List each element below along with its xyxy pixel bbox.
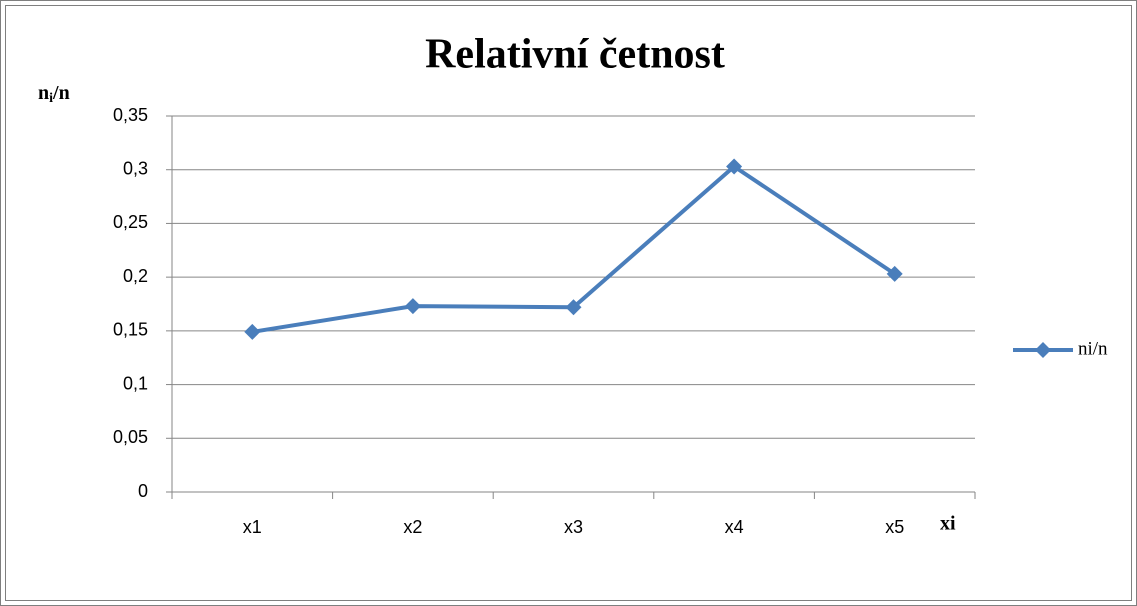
x-tick-label: x1 <box>243 517 262 537</box>
y-tick-label: 0,05 <box>113 427 148 447</box>
y-tick-label: 0,25 <box>113 212 148 232</box>
point-marker <box>244 323 261 340</box>
y-tick-label: 0,2 <box>123 266 148 286</box>
x-axis-label: xi <box>940 513 956 535</box>
x-tick-label: x2 <box>403 517 422 537</box>
chart-frame <box>5 5 1132 601</box>
point-marker <box>565 299 582 316</box>
y-tick-label: 0 <box>138 481 148 501</box>
point-marker <box>404 298 421 315</box>
chart-title: Relativní četnost <box>425 32 725 78</box>
legend-marker <box>1035 342 1051 358</box>
x-tick-label: x4 <box>725 517 744 537</box>
y-axis-label: ni/n <box>38 82 70 107</box>
y-tick-label: 0,1 <box>123 373 148 393</box>
x-tick-label: x3 <box>564 517 583 537</box>
y-tick-label: 0,15 <box>113 320 148 340</box>
y-tick-label: 0,3 <box>123 158 148 178</box>
x-tick-label: x5 <box>885 517 904 537</box>
y-tick-label: 0,35 <box>113 105 148 125</box>
point-marker <box>726 158 743 175</box>
point-marker <box>886 265 903 282</box>
legend-label: ni/n <box>1078 338 1108 359</box>
